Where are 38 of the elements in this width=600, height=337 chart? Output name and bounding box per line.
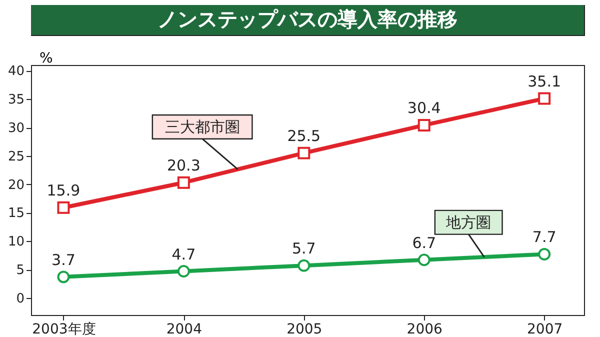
data-label: 35.1 xyxy=(528,72,562,91)
chart-title: ノンステップバスの導入率の推移 xyxy=(158,7,458,31)
x-tick-label: 2005 xyxy=(286,322,322,337)
data-label: 6.7 xyxy=(412,234,436,252)
point xyxy=(538,92,551,105)
point xyxy=(538,248,551,260)
x-tick-label: 2006 xyxy=(406,322,443,337)
y-tick-label: 30 xyxy=(8,121,24,136)
x-tick-label: 2007 xyxy=(527,322,563,337)
data-label: 15.9 xyxy=(46,182,80,200)
series-label: 地方圏 xyxy=(445,213,492,232)
point xyxy=(418,254,430,266)
data-label: 7.7 xyxy=(532,228,556,246)
data-label: 4.7 xyxy=(172,245,196,264)
y-tick-label: 35 xyxy=(8,92,24,108)
data-label: 25.5 xyxy=(287,127,321,146)
point xyxy=(57,201,70,214)
y-tick-label: 10 xyxy=(8,234,24,250)
x-tick-label: 2004 xyxy=(166,322,202,337)
data-label: 20.3 xyxy=(166,156,200,175)
point xyxy=(418,118,430,132)
point xyxy=(177,265,190,278)
data-label: 5.7 xyxy=(292,240,316,258)
text: 三大都市圏 xyxy=(164,118,240,136)
point xyxy=(177,176,190,189)
y-tick-label: 15 xyxy=(8,206,24,222)
point xyxy=(298,259,310,272)
y-tick-label: 40 xyxy=(8,64,24,80)
y-tick-label: 0 xyxy=(16,291,24,306)
data-label: 30.4 xyxy=(407,99,441,118)
y-tick-label: 20 xyxy=(8,178,24,193)
y-axis-title: % xyxy=(40,50,53,66)
y-tick-label: 25 xyxy=(8,149,24,164)
y-tick-label: 5 xyxy=(16,263,24,278)
point xyxy=(57,270,70,284)
point xyxy=(298,146,310,160)
x-tick-label: 2003年度 xyxy=(32,322,96,337)
data-label: 3.7 xyxy=(52,250,76,269)
